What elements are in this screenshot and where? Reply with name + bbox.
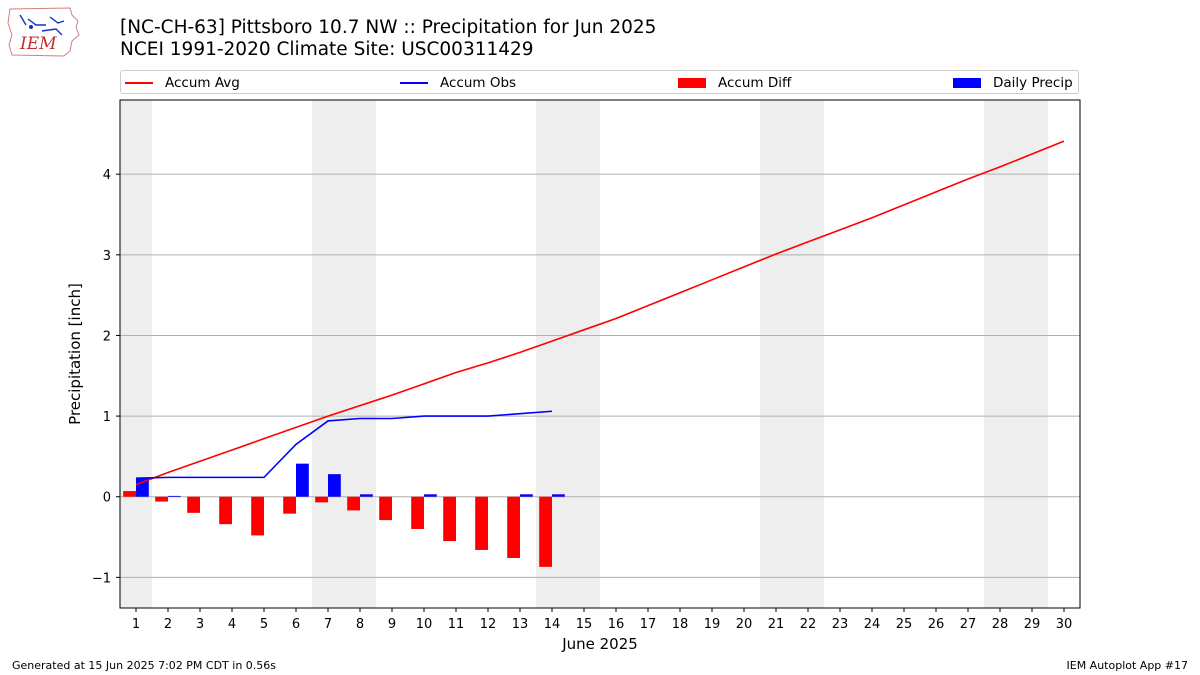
accum-diff-bar-day-12 (475, 496, 488, 550)
daily-precip-bar-day-7 (328, 474, 341, 497)
y-tick-label-0: 0 (103, 491, 111, 506)
y-tick-label-3: 3 (103, 249, 111, 264)
x-tick-label-10: 10 (416, 617, 433, 632)
accum-diff-bar-day-11 (443, 496, 456, 542)
footer-app: IEM Autoplot App #17 (1066, 659, 1189, 672)
lines (135, 140, 1065, 486)
accum-obs-line (135, 410, 553, 479)
axes: 1 2 3 4 5 6 7 8 9 10 11 12 13 14 15 16 17 18 19 20 21 22 23 24 2… (92, 168, 1072, 632)
x-tick-label-13: 13 (512, 617, 529, 632)
legend-swatch-accum-obs (400, 82, 428, 84)
x-tick-label-1: 1 (132, 617, 140, 632)
weekend-shade-day-1 (120, 100, 152, 608)
accum-diff-bar-day-1 (123, 491, 136, 497)
accum-diff-bar-day-5 (251, 496, 264, 536)
legend-item-accum-avg: Accum Avg (125, 74, 240, 92)
legend-label-accum-avg: Accum Avg (165, 75, 240, 91)
x-tick-label-23: 23 (832, 617, 849, 632)
x-tick-label-24: 24 (864, 617, 881, 632)
x-axis-label: June 2025 (561, 635, 638, 653)
x-tick-label-19: 19 (704, 617, 721, 632)
accum-diff-bar-day-10 (411, 496, 424, 529)
y-tick-label-1: 1 (103, 410, 111, 425)
chart-title-line1: [NC-CH-63] Pittsboro 10.7 NW :: Precipit… (120, 17, 657, 38)
accum-diff-bar-day-9 (379, 496, 392, 521)
legend-item-accum-diff: Accum Diff (678, 74, 791, 92)
daily-precip-bar-day-14 (552, 494, 565, 497)
x-tick-label-27: 27 (960, 617, 977, 632)
legend-item-accum-obs: Accum Obs (400, 74, 516, 92)
daily-precip-bar-day-6 (296, 463, 309, 497)
legend-swatch-accum-diff (678, 78, 706, 88)
daily-precip-bar-day-8 (360, 494, 373, 497)
x-tick-label-16: 16 (608, 617, 625, 632)
x-tick-label-7: 7 (324, 617, 332, 632)
accum-diff-bar-day-2 (155, 496, 168, 502)
weekend-shade-day-7 (312, 100, 344, 608)
accum-diff-bar-day-13 (507, 496, 520, 559)
grid-lines (120, 173, 1080, 578)
accum-avg-line (135, 140, 1065, 486)
chart-legend: Accum Avg Accum Obs Accum Diff Daily Pre… (120, 70, 1079, 94)
x-tick-label-21: 21 (768, 617, 785, 632)
x-tick-label-15: 15 (576, 617, 593, 632)
x-tick-label-29: 29 (1024, 617, 1041, 632)
accum-diff-bar-day-4 (219, 496, 232, 525)
y-tick-label--1: −1 (92, 571, 111, 586)
x-tick-label-11: 11 (448, 617, 465, 632)
x-tick-label-18: 18 (672, 617, 689, 632)
x-tick-label-14: 14 (544, 617, 561, 632)
logo-text: IEM (19, 34, 57, 54)
x-tick-label-22: 22 (800, 617, 817, 632)
bars (123, 463, 565, 567)
x-tick-label-9: 9 (388, 617, 396, 632)
y-tick-label-4: 4 (103, 168, 111, 183)
x-tick-label-26: 26 (928, 617, 945, 632)
x-tick-label-6: 6 (292, 617, 300, 632)
daily-precip-bar-day-10 (424, 494, 437, 497)
x-tick-label-25: 25 (896, 617, 913, 632)
chart-title-line2: NCEI 1991-2020 Climate Site: USC00311429 (120, 39, 534, 60)
weekend-shade-day-8 (344, 100, 376, 608)
legend-swatch-daily-precip (953, 78, 981, 88)
weekend-shade-day-15 (568, 100, 600, 608)
iem-logo: IEM (6, 5, 82, 61)
footer-generated: Generated at 15 Jun 2025 7:02 PM CDT in … (12, 659, 277, 672)
accum-diff-bar-day-3 (187, 496, 200, 513)
weekend-shading (120, 100, 1048, 608)
legend-label-accum-diff: Accum Diff (718, 75, 792, 91)
iowa-state-outline-icon: IEM (7, 7, 80, 57)
y-tick-label-2: 2 (103, 329, 111, 344)
x-tick-label-2: 2 (164, 617, 172, 632)
x-tick-label-5: 5 (260, 617, 268, 632)
weekend-shade-day-29 (1016, 100, 1048, 608)
x-tick-label-20: 20 (736, 617, 753, 632)
legend-item-daily-precip: Daily Precip (953, 74, 1073, 92)
plot-frame (119, 99, 1081, 609)
x-tick-label-30: 30 (1056, 617, 1073, 632)
daily-precip-bar-day-2 (168, 495, 181, 497)
accum-diff-bar-day-7 (315, 496, 328, 503)
accum-diff-bar-day-6 (283, 496, 296, 514)
x-tick-label-12: 12 (480, 617, 497, 632)
weekend-shade-day-28 (984, 100, 1016, 608)
weekend-shade-day-22 (792, 100, 824, 608)
legend-label-daily-precip: Daily Precip (993, 75, 1073, 91)
x-tick-label-3: 3 (196, 617, 204, 632)
x-tick-label-8: 8 (356, 617, 364, 632)
x-tick-label-4: 4 (228, 617, 236, 632)
legend-swatch-accum-avg (125, 82, 153, 84)
x-tick-label-28: 28 (992, 617, 1009, 632)
x-tick-label-17: 17 (640, 617, 657, 632)
weekend-shade-day-21 (760, 100, 792, 608)
y-axis-label: Precipitation [inch] (66, 283, 84, 425)
daily-precip-bar-day-13 (520, 494, 533, 497)
accum-diff-bar-day-8 (347, 496, 360, 511)
legend-label-accum-obs: Accum Obs (440, 75, 517, 91)
accum-diff-bar-day-14 (539, 496, 552, 567)
